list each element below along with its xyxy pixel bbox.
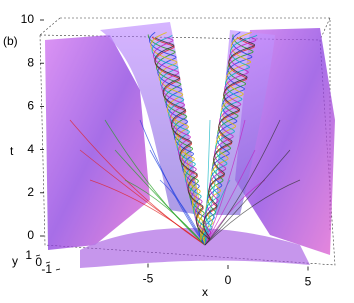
panel-label: (b) <box>3 34 18 48</box>
y-tick-label: -1 <box>41 262 52 276</box>
trajectory <box>204 179 266 246</box>
z-tick-label: 0 <box>27 228 34 242</box>
y-tick-label: 0 <box>35 255 42 269</box>
trajectory <box>204 179 301 246</box>
trajectory <box>152 37 209 238</box>
trajectory <box>202 34 258 238</box>
trajectory <box>139 119 206 246</box>
x-tick-label: 0 <box>225 273 232 287</box>
trajectory <box>89 179 206 246</box>
trajectory <box>114 149 206 246</box>
y-tick <box>45 261 51 264</box>
y-axis-label: y <box>12 254 18 268</box>
y-tick <box>35 254 41 257</box>
x-axis-label: x <box>202 285 208 299</box>
trajectory <box>124 179 206 246</box>
z-tick-label: 2 <box>27 185 34 199</box>
z-axis-label: t <box>10 144 14 158</box>
z-tick-label: 10 <box>21 12 35 26</box>
x-tick-label: -5 <box>143 272 154 286</box>
z-tick-label: 8 <box>27 55 34 69</box>
y-tick-label: 1 <box>25 248 32 262</box>
trajectory <box>204 119 246 246</box>
trajectories <box>69 31 301 246</box>
trajectory <box>154 37 210 240</box>
bounding-box <box>39 17 336 266</box>
trajectory <box>194 179 206 246</box>
trajectory <box>204 149 291 246</box>
trajectory <box>204 119 281 246</box>
trajectory <box>147 34 208 243</box>
y-tick <box>55 268 61 271</box>
z-tick-label: 4 <box>27 142 34 156</box>
trajectory <box>204 149 256 246</box>
z-tick-label: 6 <box>27 99 34 113</box>
x-tick-label: 5 <box>305 275 312 289</box>
trajectory <box>104 119 206 246</box>
trajectory <box>204 119 211 246</box>
trajectory <box>203 37 256 240</box>
